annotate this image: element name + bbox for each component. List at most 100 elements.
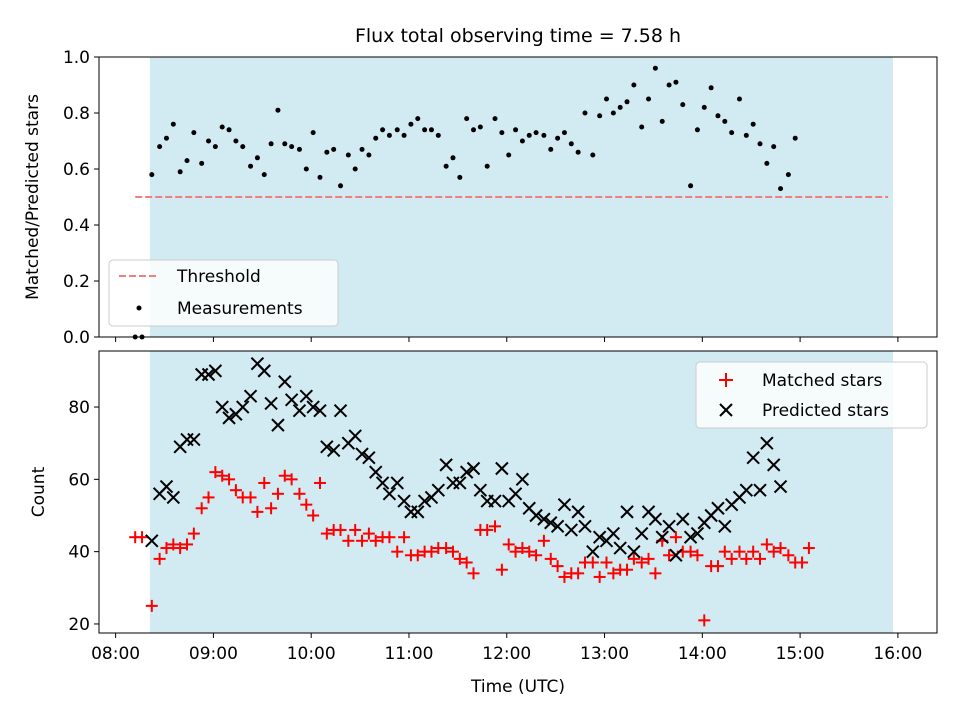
predicted-point-b [613,541,627,555]
measurement-point [792,135,798,141]
matched-point [398,531,411,544]
measurement-point [422,127,428,133]
measurement-point [624,99,630,105]
predicted-point-b [592,530,607,544]
predicted-point [495,461,509,476]
matched-point [782,549,795,562]
measurement-point [282,141,288,147]
measurement-point [435,132,441,138]
measurement-point [652,65,658,71]
predicted-point-b [271,418,285,432]
matched-point [223,473,236,486]
matched-point [593,570,606,583]
top-legend-box [108,259,339,327]
bottom-y-ticks: 20 40 60 80 [68,398,99,635]
x-tick-label: 09:00 [189,644,238,664]
predicted-point-b [306,400,320,414]
bottom-axes-frame [98,350,938,634]
matched-point [320,527,333,540]
matched-point [244,491,257,504]
bottom-y-tick-label: 40 [68,543,90,563]
bottom-legend-box [695,361,928,429]
matched-point [747,545,760,558]
predicted-point-b [495,461,509,476]
measurement-point [499,130,505,136]
measurement-point [722,118,728,124]
predicted-point-b [166,490,181,505]
matched-point [167,538,180,551]
predicted-point [669,548,683,562]
matched-point [216,469,229,482]
matched-point [767,545,780,558]
predicted-point [711,501,725,515]
measurement-point [303,166,309,172]
matched-point [760,538,773,551]
bottom-y-tick-label: 60 [68,470,90,490]
matched-point [187,527,200,540]
predicted-point-b [578,519,592,534]
x-axis-label: Time (UTC) [470,677,565,697]
measurement-point [233,138,239,144]
predicted-point-b [550,519,565,534]
predicted-point-b [390,476,404,490]
measurement-point [268,141,274,147]
measurement-point [575,149,581,155]
matched-point [586,556,599,569]
predicted-point-b [278,375,292,389]
predicted-point-b [641,505,656,519]
measurement-point [694,127,700,133]
matched-point [383,531,396,544]
measurement-point [743,132,749,138]
predicted-point [299,389,314,403]
predicted-point-b [466,461,481,476]
predicted-point [606,526,621,541]
predicted-point-b [348,429,362,443]
matched-point [369,534,382,547]
predicted-point-b [529,508,543,523]
measurement-point [484,163,490,169]
predicted-point-b [264,396,278,411]
predicted-point [550,519,565,534]
measurement-point [457,174,463,180]
predicted-point-b [773,479,788,494]
predicted-point-b [488,494,502,508]
matched-point [627,552,640,565]
predicted-point [208,364,223,378]
matched-stars-series [129,466,815,627]
predicted-point-b [222,411,236,425]
measurement-point [617,104,623,110]
predicted-point-b [537,512,551,526]
predicted-point [515,472,530,487]
measurement-point [149,172,155,178]
predicted-point-b [299,389,314,403]
matched-point [740,552,753,565]
top-axes-frame [98,56,938,338]
predicted-point-b [313,403,327,418]
matched-point [251,505,264,518]
predicted-point-b [417,494,432,508]
predicted-point [369,465,383,479]
matched-point [725,552,738,565]
predicted-point-b [508,487,523,501]
matched-point [467,567,480,580]
predicted-point-b [320,440,334,454]
predicted-point [375,476,390,490]
predicted-point [766,458,781,472]
predicted-point [159,479,174,494]
matched-point [711,560,724,573]
predicted-point [145,534,159,548]
matched-point [136,531,149,544]
predicted-point-b [459,465,474,479]
predicted-point-b [243,389,258,403]
matched-point [642,552,655,565]
bottom-y-axis-label: Count [29,466,49,517]
predicted-point-b [739,483,754,497]
legend-matched-swatch [719,373,733,387]
predicted-point [278,375,292,389]
predicted-point-b [606,526,621,541]
predicted-point-b [411,505,425,519]
matched-point [349,523,362,536]
predicted-point-b [201,367,216,382]
measurement-point [324,149,330,155]
matched-point [481,523,494,536]
